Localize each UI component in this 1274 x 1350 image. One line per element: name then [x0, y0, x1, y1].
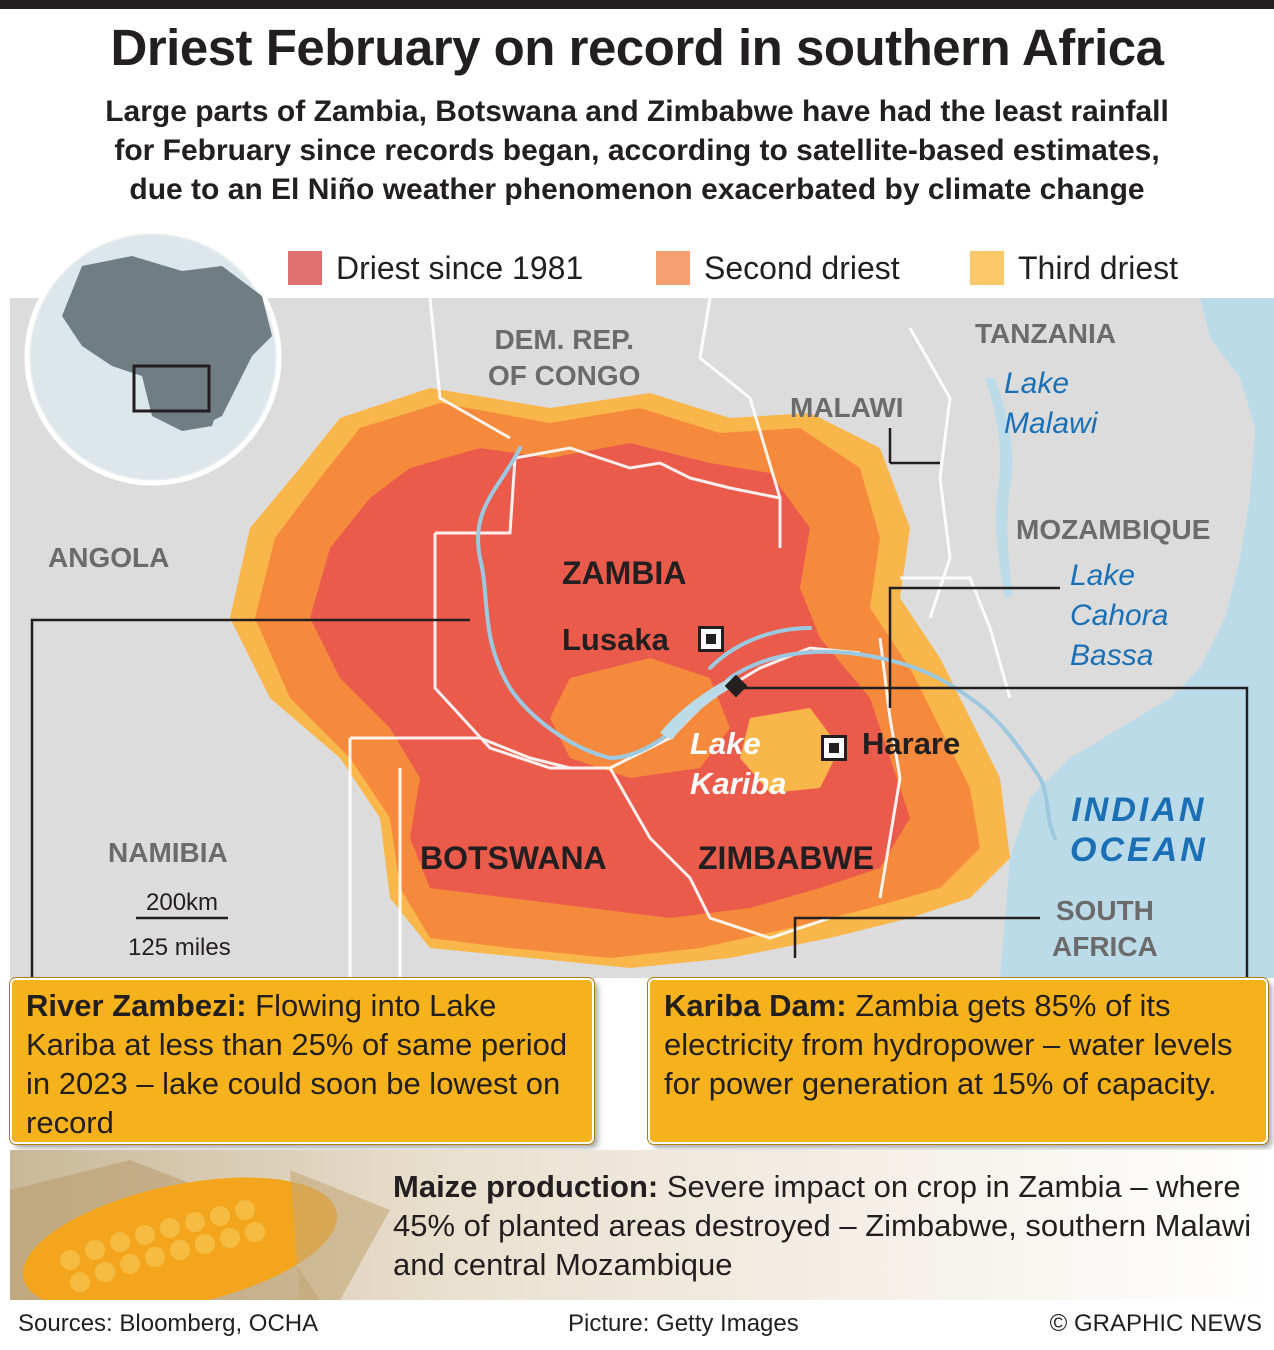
- legend-swatch-driest: [288, 251, 322, 285]
- label-tanzania: TANZANIA: [975, 318, 1117, 349]
- maize-production-note: Maize production: Severe impact on crop …: [393, 1167, 1263, 1284]
- harare-marker: [821, 735, 847, 761]
- maize-photo: [10, 1150, 1274, 1300]
- callout-text: Severe impact on crop in Zambia – where …: [393, 1169, 1252, 1282]
- callout-kariba: Kariba Dam: Zambia gets 85% of its elect…: [648, 978, 1268, 1144]
- footer-picture-credit: Picture: Getty Images: [568, 1310, 799, 1337]
- legend-label: Second driest: [704, 249, 900, 286]
- label-harare: Harare: [862, 726, 961, 761]
- callout-heading: Kariba Dam:: [664, 988, 847, 1023]
- label-south-africa: SOUTH AFRICA: [1052, 895, 1158, 962]
- drought-zones: [230, 388, 1010, 968]
- lake-malawi-shape: [985, 378, 1013, 598]
- callout-leaders: [30, 428, 1249, 978]
- label-zambia: ZAMBIA: [562, 555, 687, 591]
- subtitle-line: Large parts of Zambia, Botswana and Zimb…: [105, 95, 1169, 128]
- legend-label: Third driest: [1018, 249, 1179, 286]
- second-driest-patch: [550, 658, 730, 778]
- river-tributary: [708, 626, 812, 670]
- legend-label: Driest since 1981: [336, 249, 584, 286]
- callout-text: Flowing into Lake Kariba at less than 25…: [26, 988, 568, 1140]
- label-namibia: NAMIBIA: [108, 837, 228, 868]
- subtitle-line: due to an El Niño weather phenomenon exa…: [129, 173, 1145, 206]
- legend-driest: Driest since 1981: [288, 248, 583, 288]
- legend-swatch-third: [970, 251, 1004, 285]
- country-borders: [348, 298, 1012, 978]
- third-driest-patch: [740, 708, 840, 793]
- label-angola: ANGOLA: [48, 542, 170, 573]
- footer-sources: Sources: Bloomberg, OCHA: [18, 1310, 319, 1337]
- kariba-dam-marker: [724, 674, 748, 698]
- label-drc: DEM. REP. OF CONGO: [488, 324, 641, 391]
- scale-miles: 125 miles: [128, 934, 231, 961]
- scale-km: 200km: [146, 889, 219, 916]
- label-lake-malawi: Lake Malawi: [1004, 367, 1098, 440]
- footer-copyright: © GRAPHIC NEWS: [1049, 1310, 1262, 1337]
- legend-third: Third driest: [970, 248, 1178, 288]
- globe-locator: [24, 228, 282, 486]
- legend-swatch-second: [656, 251, 690, 285]
- label-lusaka: Lusaka: [562, 622, 669, 657]
- page-title: Driest February on record in southern Af…: [110, 19, 1164, 76]
- subtitle: Large parts of Zambia, Botswana and Zimb…: [0, 92, 1274, 209]
- callout-zambezi: River Zambezi: Flowing into Lake Kariba …: [10, 978, 594, 1144]
- top-rule: [0, 0, 1274, 9]
- label-mozambique: MOZAMBIQUE: [1016, 514, 1211, 545]
- legend-second: Second driest: [656, 248, 900, 288]
- subtitle-line: for February since records began, accord…: [114, 134, 1160, 167]
- callout-heading: Maize production:: [393, 1169, 659, 1204]
- label-botswana: BOTSWANA: [420, 840, 607, 876]
- label-zimbabwe: ZIMBABWE: [698, 840, 874, 876]
- callout-heading: River Zambezi:: [26, 988, 247, 1023]
- label-lake-cahora-bassa: Lake Cahora Bassa: [1070, 559, 1169, 672]
- label-malawi: MALAWI: [790, 392, 904, 423]
- callout-text: Zambia gets 85% of its electricity from …: [664, 988, 1233, 1101]
- label-indian-ocean: INDIAN OCEAN: [1070, 791, 1208, 869]
- globe-focus-box: [132, 364, 211, 413]
- label-lake-kariba: Lake Kariba: [690, 726, 787, 801]
- lusaka-marker: [698, 626, 724, 652]
- lake-kariba-shape: [660, 678, 735, 740]
- drought-map: [10, 298, 1274, 978]
